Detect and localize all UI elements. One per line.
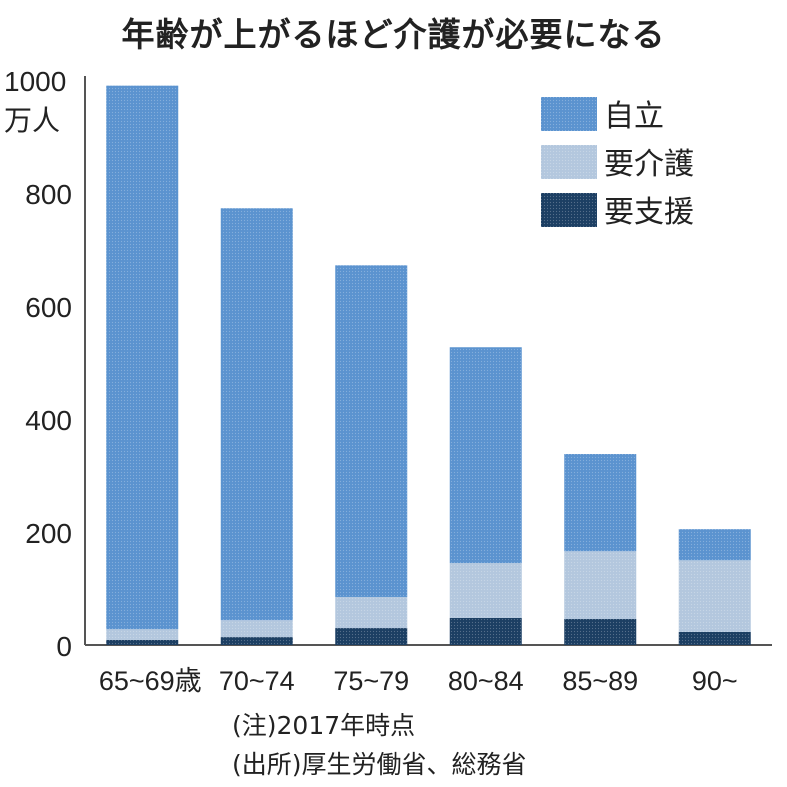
chart-title: 年齢が上がるほど介護が必要になる: [121, 15, 666, 54]
bar-texture: [335, 628, 408, 645]
chart-note: (注)2017年時点: [232, 711, 416, 740]
bar-texture: [564, 454, 637, 552]
bar-texture: [564, 551, 637, 620]
y-tick-label: 400: [25, 405, 72, 436]
y-tick-label: 600: [25, 292, 72, 323]
bar-texture: [106, 639, 179, 645]
y-tick-label: 1000: [4, 66, 66, 97]
bar-texture: [678, 560, 751, 633]
chart-source: (出所)厚生労働省、総務省: [232, 750, 527, 779]
bar-texture: [564, 619, 637, 645]
bar-texture: [220, 637, 293, 645]
bar-texture: [449, 347, 522, 564]
legend-swatch-texture: [541, 193, 597, 227]
bar-texture: [106, 85, 179, 630]
legend-label: 自立: [604, 99, 664, 134]
y-tick-label: 800: [25, 179, 72, 210]
bar-texture: [335, 265, 408, 597]
y-axis-unit: 万人: [4, 104, 60, 137]
bar-texture: [220, 620, 293, 638]
x-tick-label: 75~79: [333, 666, 409, 696]
bar-texture: [678, 632, 751, 645]
bar-texture: [335, 596, 408, 629]
x-tick-label: 70~74: [219, 666, 295, 696]
y-tick-label: 200: [25, 518, 72, 549]
legend-label: 要支援: [604, 195, 694, 230]
x-tick-label: 85~89: [562, 666, 638, 696]
bar-texture: [106, 629, 179, 640]
x-tick-label: 80~84: [448, 666, 524, 696]
bar-texture: [449, 617, 522, 645]
bar-texture: [449, 563, 522, 618]
x-tick-label: 65~69歳: [99, 666, 202, 696]
y-tick-label: 0: [56, 631, 72, 662]
legend-swatch-texture: [541, 97, 597, 131]
legend-swatch-texture: [541, 145, 597, 179]
bar-texture: [220, 208, 293, 621]
legend-label: 要介護: [604, 147, 694, 182]
bar-texture: [678, 529, 751, 561]
x-tick-label: 90~: [692, 666, 738, 696]
